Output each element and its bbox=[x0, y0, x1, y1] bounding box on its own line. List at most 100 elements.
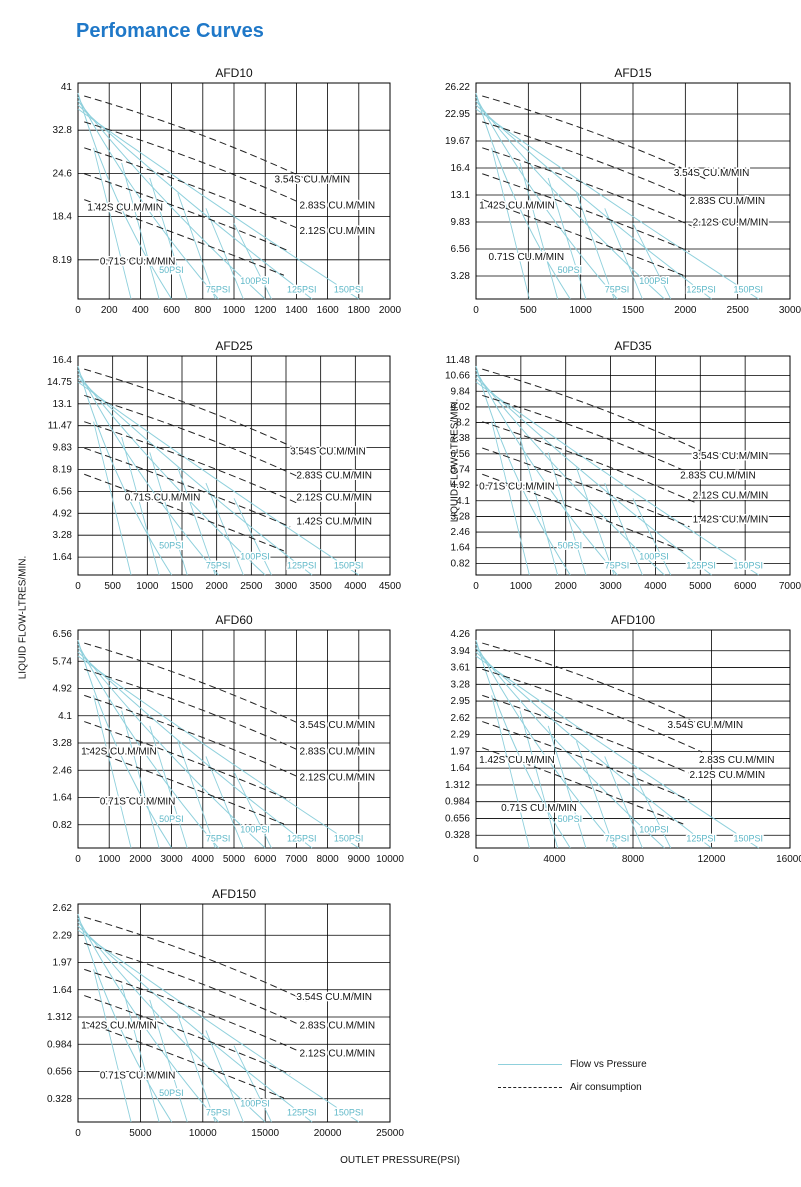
legend-flow-vs-pressure: Flow vs Pressure bbox=[498, 1059, 647, 1070]
x-tick-label: 6000 bbox=[254, 854, 277, 865]
x-tick-label: 3500 bbox=[310, 581, 333, 592]
air-curve bbox=[482, 199, 684, 276]
y-tick-label: 4.26 bbox=[451, 629, 471, 640]
x-tick-label: 1500 bbox=[622, 305, 645, 316]
air-consumption-label: 0.71S CU.M/MIN bbox=[100, 796, 176, 807]
air-consumption-label: 2.83S CU.M/MIN bbox=[296, 471, 372, 482]
y-tick-label: 2.95 bbox=[451, 696, 471, 707]
flow-curve-segment bbox=[149, 177, 188, 300]
air-consumption-label: 0.71S CU.M/MIN bbox=[479, 482, 555, 493]
plot-frame bbox=[77, 355, 391, 576]
y-tick-label: 4.1 bbox=[456, 496, 470, 507]
air-consumption-label: 1.42S CU.M/MIN bbox=[479, 755, 555, 766]
psi-label: 75PSI bbox=[605, 833, 630, 843]
chart-afd15: AFD15 26.22 22.95 19.67 16.4 13.1 9.83 6.56 3.28… bbox=[445, 66, 801, 316]
x-tick-label: 8000 bbox=[316, 854, 339, 865]
air-curve bbox=[482, 473, 684, 552]
y-tick-label: 3.94 bbox=[451, 646, 471, 657]
psi-label: 150PSI bbox=[334, 833, 364, 843]
y-tick-label: 1.97 bbox=[53, 958, 73, 969]
air-consumption-label: 2.83S CU.M/MIN bbox=[300, 1020, 376, 1031]
air-consumption-label: 2.12S CU.M/MIN bbox=[693, 490, 769, 501]
psi-label: 125PSI bbox=[287, 560, 317, 570]
x-tick-label: 1000 bbox=[570, 305, 593, 316]
x-tick-label: 2000 bbox=[129, 854, 152, 865]
air-consumption-label: 2.12S CU.M/MIN bbox=[693, 218, 769, 229]
y-tick-label: 16.4 bbox=[451, 163, 471, 174]
y-tick-label: 11.47 bbox=[48, 421, 73, 432]
air-curve bbox=[84, 368, 310, 456]
x-tick-label: 1000 bbox=[136, 581, 159, 592]
psi-label: 75PSI bbox=[605, 285, 630, 295]
flow-curve-segment bbox=[177, 467, 216, 576]
psi-label: 50PSI bbox=[558, 814, 583, 824]
flow-curve-segment bbox=[547, 177, 587, 300]
flow-curve-segment bbox=[491, 421, 530, 576]
flow-curve-segment bbox=[205, 208, 244, 300]
psi-label: 75PSI bbox=[206, 833, 231, 843]
flow-curve-segment bbox=[233, 223, 272, 300]
flow-curve-75psi bbox=[77, 643, 219, 849]
psi-label: 50PSI bbox=[159, 1088, 184, 1098]
flow-curve-segment bbox=[233, 1045, 272, 1123]
air-consumption-label: 0.71S CU.M/MIN bbox=[100, 256, 176, 267]
y-tick-label: 32.8 bbox=[53, 125, 73, 136]
y-tick-label: 16.4 bbox=[53, 355, 73, 366]
y-tick-label: 2.62 bbox=[53, 903, 73, 914]
air-consumption-label: 1.42S CU.M/MIN bbox=[87, 202, 163, 213]
x-tick-label: 1600 bbox=[316, 305, 339, 316]
y-tick-label: 6.56 bbox=[53, 629, 73, 640]
y-tick-label: 3.28 bbox=[451, 271, 471, 282]
legend-solid-line-swatch bbox=[498, 1064, 562, 1065]
plot-frame bbox=[475, 355, 791, 576]
x-tick-label: 1000 bbox=[223, 305, 246, 316]
air-consumption-label: 3.54S CU.M/MIN bbox=[275, 174, 351, 185]
y-tick-label: 18.4 bbox=[53, 212, 73, 223]
flow-curve-125psi bbox=[77, 377, 313, 576]
flow-curve-125psi bbox=[77, 651, 313, 849]
air-curve bbox=[482, 394, 703, 480]
air-consumption-label: 1.42S CU.M/MIN bbox=[479, 200, 555, 211]
y-tick-label: 9.84 bbox=[451, 386, 471, 397]
y-tick-label: 3.61 bbox=[451, 663, 471, 674]
flow-curve-segment bbox=[547, 452, 587, 576]
chart-afd35: AFD35 11.48 10.66 9.84 9.02 8.2 7.38 6.56 5.74 4.… bbox=[445, 339, 801, 592]
y-tick-label: 8.19 bbox=[53, 255, 73, 266]
flow-curve-50psi bbox=[475, 639, 571, 849]
air-curve bbox=[84, 147, 297, 229]
x-tick-label: 10000 bbox=[189, 1128, 217, 1139]
x-tick-label: 2000 bbox=[206, 581, 229, 592]
x-tick-label: 1800 bbox=[348, 305, 371, 316]
x-tick-label: 2000 bbox=[379, 305, 402, 316]
x-tick-label: 12000 bbox=[698, 854, 726, 865]
air-consumption-label: 0.71S CU.M/MIN bbox=[100, 1070, 176, 1081]
chart-afd60: AFD60 6.56 5.74 4.92 4.1 3.28 2.46 1.64 0.82 0 100… bbox=[53, 613, 405, 865]
flow-curve-75psi bbox=[77, 369, 219, 576]
flow-curve-segment bbox=[93, 695, 132, 849]
y-tick-label: 41 bbox=[61, 82, 73, 93]
flow-curve-segment bbox=[205, 482, 244, 576]
flow-curve-segment bbox=[177, 741, 216, 849]
x-tick-label: 5000 bbox=[129, 1128, 152, 1139]
x-tick-label: 0 bbox=[473, 305, 479, 316]
flow-curve-segment bbox=[491, 147, 530, 300]
psi-label: 150PSI bbox=[733, 833, 763, 843]
y-tick-label: 0.984 bbox=[445, 797, 470, 808]
x-tick-label: 3000 bbox=[275, 581, 298, 592]
x-tick-label: 800 bbox=[194, 305, 211, 316]
chart-title: AFD15 bbox=[614, 66, 652, 80]
psi-label: 50PSI bbox=[558, 265, 583, 275]
y-tick-label: 0.328 bbox=[445, 830, 470, 841]
x-axis-label: OUTLET PRESSURE(PSI) bbox=[340, 1155, 460, 1166]
air-curve bbox=[84, 447, 291, 528]
flow-curve-segment bbox=[205, 1030, 244, 1123]
flow-curve-segment bbox=[233, 498, 272, 576]
x-tick-label: 20000 bbox=[314, 1128, 342, 1139]
psi-label: 150PSI bbox=[334, 560, 364, 570]
psi-label: 50PSI bbox=[558, 541, 583, 551]
x-tick-label: 3000 bbox=[599, 581, 622, 592]
y-tick-label: 8.19 bbox=[53, 465, 73, 476]
y-tick-label: 1.64 bbox=[53, 552, 73, 563]
x-tick-label: 1400 bbox=[285, 305, 308, 316]
